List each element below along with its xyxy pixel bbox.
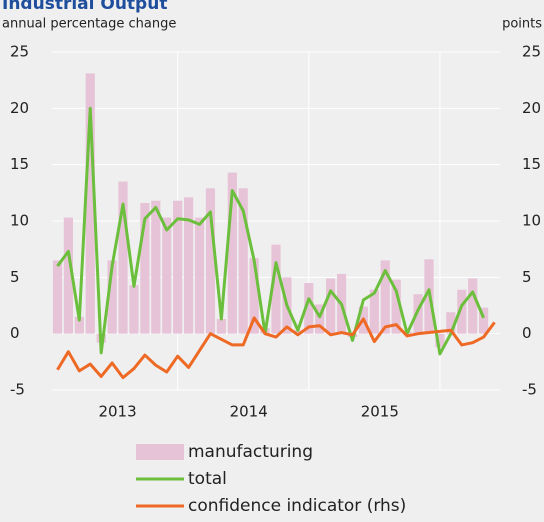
bar — [446, 312, 456, 334]
y2-tick-label: 25 — [522, 43, 541, 61]
bar — [380, 260, 390, 334]
bar — [271, 244, 281, 334]
y-tick-label: 20 — [10, 99, 29, 117]
y-tick-label: 15 — [10, 155, 29, 173]
y2-axis-label: points — [502, 17, 542, 32]
bar — [293, 330, 303, 334]
bar — [391, 279, 401, 334]
y2-tick-label: -5 — [522, 381, 537, 399]
bar — [129, 285, 139, 334]
line-series — [56, 106, 485, 356]
line-series — [56, 316, 496, 380]
y-tick-label: -5 — [10, 381, 25, 399]
bar — [52, 260, 63, 334]
chart-title: Industrial Output — [2, 0, 167, 14]
y2-tick-label: 10 — [522, 212, 541, 230]
bar — [413, 294, 423, 334]
y-axis-label: annual percentage change — [2, 17, 176, 32]
bar — [216, 319, 226, 334]
bar — [479, 307, 489, 334]
x-tick-label: 2014 — [230, 403, 268, 421]
bar — [118, 181, 128, 334]
bar — [369, 289, 379, 334]
bar — [238, 188, 248, 334]
bar — [173, 200, 183, 334]
y2-tick-label: 15 — [522, 155, 541, 173]
bar — [457, 289, 467, 334]
bar — [468, 278, 478, 334]
bar — [63, 217, 73, 334]
legend-label: confidence indicator (rhs) — [188, 496, 406, 516]
bar — [74, 316, 84, 334]
y-tick-label: 0 — [10, 324, 20, 342]
y-tick-label: 5 — [10, 268, 20, 286]
y2-tick-label: 0 — [522, 324, 532, 342]
bar — [85, 73, 95, 334]
y-tick-label: 10 — [10, 212, 29, 230]
bar — [194, 217, 205, 334]
bar — [183, 197, 194, 334]
bar — [227, 172, 237, 334]
x-tick-label: 2013 — [98, 403, 136, 421]
y2-tick-label: 5 — [522, 268, 532, 286]
bar — [315, 304, 325, 334]
bar — [140, 202, 150, 334]
legend-label: total — [188, 469, 227, 489]
bar — [107, 260, 117, 334]
bar — [435, 333, 445, 348]
bar — [326, 278, 336, 334]
bar — [162, 217, 172, 334]
y-tick-label: 25 — [10, 43, 29, 61]
bar — [205, 188, 216, 334]
bar — [151, 200, 161, 334]
bar — [249, 258, 259, 334]
y2-tick-label: 20 — [522, 99, 541, 117]
legend-swatch — [136, 444, 184, 460]
x-tick-label: 2015 — [361, 403, 399, 421]
legend-label: manufacturing — [188, 442, 313, 462]
bar — [304, 282, 314, 334]
